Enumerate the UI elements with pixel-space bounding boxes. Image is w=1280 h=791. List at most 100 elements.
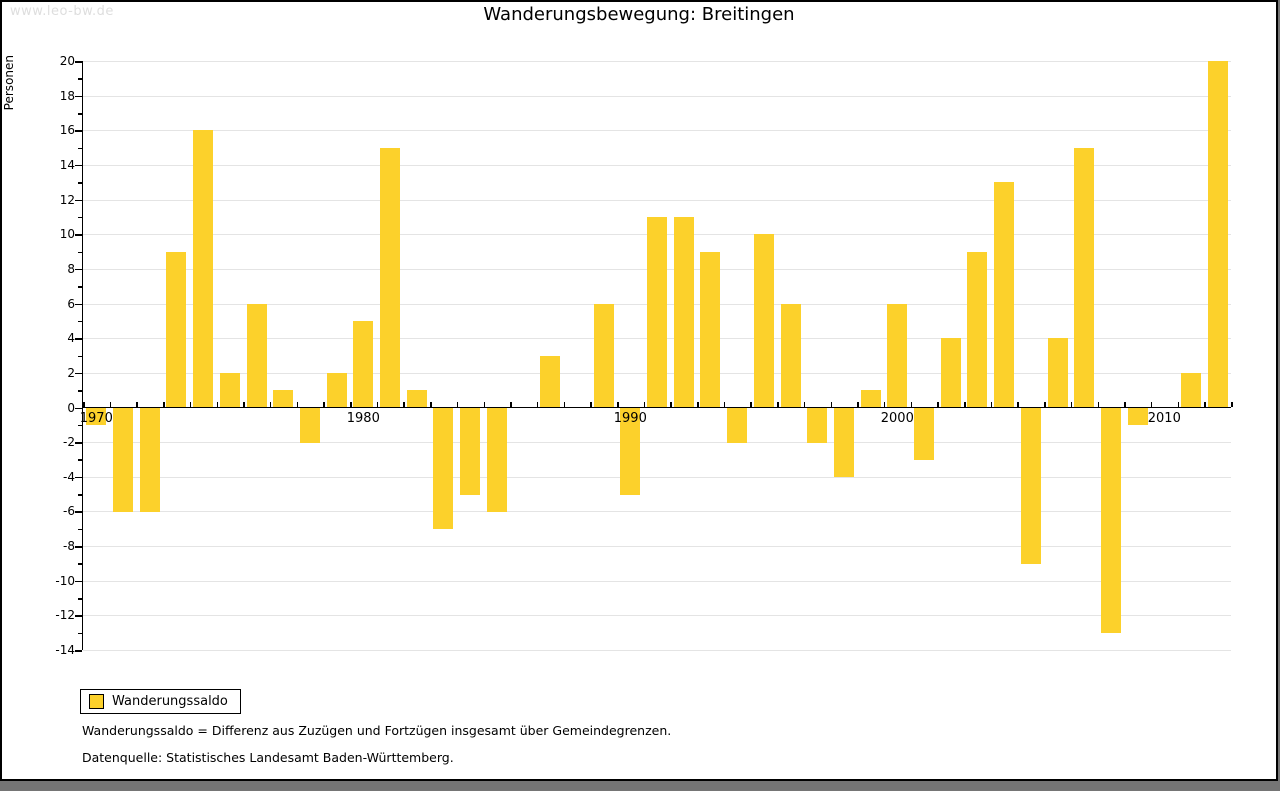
bar-1985 [486,408,507,513]
bar-1976 [246,303,267,408]
x-tick-6 [243,402,245,407]
x-tick-39 [1124,402,1126,407]
x-tick-9 [323,402,325,407]
y-tick-label-4: 4 [67,331,75,346]
x-tick-28 [830,402,832,407]
y-tick-label--4: -4 [63,469,75,484]
y-tick-3 [78,355,82,357]
bar-1983 [433,408,454,530]
gridline-y-16 [83,130,1231,132]
y-tick-label-18: 18 [59,88,75,103]
bar-1990 [620,408,641,495]
y-tick-label--8: -8 [63,539,75,554]
gridline-y-12 [83,199,1231,201]
bar-1991 [647,216,667,408]
y-tick-12 [75,199,82,202]
gridline-y--2 [83,442,1231,444]
x-tick-label-1970: 1970 [79,410,113,426]
y-tick-label-2: 2 [67,365,75,380]
x-tick-22 [670,402,672,407]
bar-2003 [967,251,988,408]
x-tick-8 [296,402,299,407]
bar-1974 [193,130,214,408]
bar-1972 [139,408,160,513]
y-tick-17 [78,113,82,115]
x-tick-16 [510,402,512,407]
bar-2004 [994,182,1015,408]
x-tick-33 [964,402,966,407]
gridline-y--12 [83,615,1231,617]
x-tick-29 [857,402,859,407]
y-tick-2 [75,372,82,375]
x-tick-12 [403,402,405,407]
x-tick-11 [376,402,379,407]
bar-2006 [1047,338,1068,408]
gridline-y--6 [83,511,1231,513]
y-tick-label--10: -10 [55,573,75,588]
y-tick--5 [78,494,82,496]
y-tick-label-14: 14 [59,157,75,172]
x-tick-30 [883,402,886,407]
y-tick-14 [75,164,82,167]
bar-2011 [1181,372,1201,408]
bar-1978 [299,408,320,443]
y-axis [81,61,83,650]
x-tick-14 [456,402,459,407]
footnote-definition: Wanderungssaldo = Differenz aus Zuzügen … [82,723,672,738]
x-tick-0 [83,402,85,407]
x-tick-4 [189,402,192,407]
gridline-y-14 [83,164,1231,166]
y-tick-8 [75,268,82,271]
y-tick-label-20: 20 [59,54,75,68]
x-tick-label-2000: 2000 [880,410,914,426]
y-tick--1 [78,424,82,427]
y-tick-7 [78,286,82,288]
y-tick--13 [78,632,82,635]
legend: Wanderungssaldo [80,689,241,714]
y-tick-label-10: 10 [59,227,75,242]
y-tick-label--6: -6 [63,504,75,519]
y-tick-label--2: -2 [63,435,75,450]
y-tick--3 [78,459,82,461]
x-tick-34 [990,402,993,407]
y-tick-4 [75,338,82,340]
x-tick-13 [430,402,432,407]
y-tick-11 [78,216,82,219]
chart-title: Wanderungsbewegung: Breitingen [483,4,795,25]
y-tick-label-8: 8 [67,261,75,276]
x-tick-17 [536,402,539,407]
gridline-y-18 [83,95,1231,97]
x-tick-7 [269,402,272,407]
y-tick-9 [78,251,82,254]
gridline-y-20 [83,61,1231,62]
y-tick--11 [78,598,82,600]
y-tick--8 [75,546,82,548]
bar-1997 [807,408,828,443]
y-tick-20 [75,61,82,63]
legend-label: Wanderungssaldo [112,694,228,709]
x-tick-43 [1231,402,1233,407]
y-tick-19 [78,78,82,80]
x-tick-20 [617,402,619,407]
bar-1996 [780,303,801,408]
x-tick-24 [723,402,726,407]
y-tick--7 [78,528,82,531]
x-tick-label-2010: 2010 [1147,410,1181,426]
y-tick-6 [75,303,82,305]
bar-1989 [593,303,614,408]
y-tick--12 [75,615,82,617]
bar-2005 [1020,408,1041,565]
x-tick-25 [750,402,752,407]
y-tick--10 [75,580,82,583]
y-tick-15 [78,147,82,150]
gridline-y--14 [83,650,1231,651]
x-tick-37 [1070,402,1073,407]
y-tick--9 [78,563,82,565]
bar-2000 [887,303,908,408]
x-tick-36 [1044,402,1046,407]
watermark: www.leo-bw.de [10,4,114,19]
y-tick--4 [75,476,82,479]
bar-1993 [700,251,721,408]
bar-2009 [1127,408,1148,426]
